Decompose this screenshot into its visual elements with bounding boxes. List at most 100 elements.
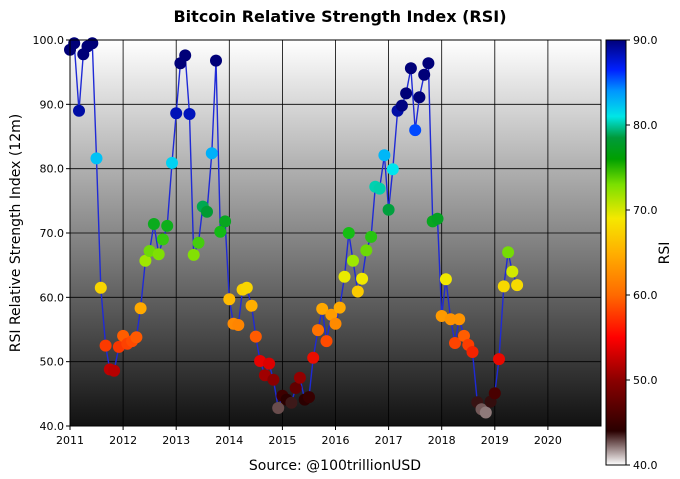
y-tick-label-100.0: 100.0 bbox=[33, 34, 65, 47]
colorbar-tick-label-80.0: 80.0 bbox=[633, 119, 658, 132]
rsi-point-40 bbox=[240, 281, 253, 294]
rsi-point-27 bbox=[183, 108, 196, 120]
rsi-point-20 bbox=[152, 248, 165, 261]
rsi-point-24 bbox=[170, 107, 183, 120]
x-tick-label-2014: 2014 bbox=[215, 434, 243, 447]
rsi-point-66 bbox=[356, 272, 369, 285]
colorbar-label: RSI bbox=[657, 242, 673, 265]
rsi-point-23 bbox=[166, 156, 178, 169]
x-tick-label-2017: 2017 bbox=[375, 434, 403, 447]
colorbar-tick-label-60.0: 60.0 bbox=[633, 289, 658, 302]
rsi-point-96 bbox=[488, 387, 501, 400]
rsi-point-98 bbox=[497, 280, 510, 293]
rsi-point-52 bbox=[293, 371, 306, 384]
y-tick-label-80.0: 80.0 bbox=[40, 163, 65, 176]
rsi-point-46 bbox=[267, 373, 280, 386]
x-tick-label-2018: 2018 bbox=[428, 434, 456, 447]
rsi-point-34 bbox=[214, 225, 227, 238]
rsi-point-63 bbox=[342, 227, 355, 239]
rsi-point-79 bbox=[413, 91, 426, 104]
rsi-point-41 bbox=[245, 299, 258, 312]
rsi-point-21 bbox=[156, 233, 169, 246]
rsi-point-73 bbox=[386, 163, 399, 176]
rsi-point-61 bbox=[333, 301, 346, 314]
rsi-points bbox=[64, 37, 524, 419]
y-tick-label-90.0: 90.0 bbox=[40, 98, 65, 111]
rsi-point-85 bbox=[439, 273, 452, 286]
rsi-point-28 bbox=[187, 248, 200, 261]
x-axis-label: Source: @100trillionUSD bbox=[249, 458, 421, 474]
rsi-point-81 bbox=[422, 57, 435, 70]
y-tick-label-50.0: 50.0 bbox=[40, 356, 65, 369]
rsi-point-70 bbox=[373, 182, 386, 195]
rsi-point-45 bbox=[263, 357, 276, 370]
rsi-point-38 bbox=[232, 319, 245, 331]
rsi-point-31 bbox=[201, 205, 213, 218]
rsi-point-97 bbox=[493, 353, 505, 366]
x-tick-label-2019: 2019 bbox=[481, 434, 509, 447]
rsi-point-16 bbox=[134, 302, 147, 315]
rsi-point-76 bbox=[400, 87, 413, 100]
rsi-point-6 bbox=[90, 152, 103, 165]
rsi-point-89 bbox=[458, 329, 470, 342]
rsi-point-62 bbox=[338, 270, 351, 283]
colorbar-ticks: 40.0 50.0 60.0 70.0 80.0 90.0 bbox=[626, 34, 658, 472]
rsi-point-64 bbox=[347, 254, 359, 267]
rsi-point-33 bbox=[210, 54, 222, 67]
rsi-point-32 bbox=[205, 147, 218, 160]
rsi-point-77 bbox=[404, 62, 417, 75]
colorbar-tick-label-40.0: 40.0 bbox=[633, 459, 658, 472]
rsi-point-2 bbox=[73, 104, 85, 117]
rsi-point-47 bbox=[272, 402, 285, 414]
rsi-point-57 bbox=[316, 302, 329, 315]
colorbar-tick-label-90.0: 90.0 bbox=[633, 34, 658, 47]
rsi-point-10 bbox=[108, 364, 121, 377]
rsi-point-59 bbox=[325, 308, 338, 321]
x-axis-ticks: 2011 2012 2013 2014 2015 2016 2017 2018 2019 2020 bbox=[56, 426, 562, 447]
rsi-point-19 bbox=[147, 218, 160, 230]
rsi-point-50 bbox=[285, 396, 298, 409]
rsi-point-86 bbox=[444, 313, 457, 326]
rsi-point-58 bbox=[320, 335, 333, 348]
rsi-series-line bbox=[69, 41, 518, 414]
x-tick-label-2011: 2011 bbox=[56, 434, 84, 447]
y-axis-label: RSI Relative Strength Index (12m) bbox=[8, 114, 24, 352]
rsi-point-18 bbox=[143, 245, 156, 257]
rsi-point-5 bbox=[86, 37, 99, 50]
rsi-point-91 bbox=[466, 346, 479, 358]
rsi-point-55 bbox=[307, 351, 320, 364]
rsi-point-17 bbox=[139, 254, 152, 267]
rsi-point-54 bbox=[303, 391, 315, 404]
rsi-point-75 bbox=[395, 99, 408, 112]
rsi-point-67 bbox=[360, 244, 373, 257]
rsi-point-35 bbox=[219, 215, 232, 228]
rsi-line bbox=[69, 41, 518, 414]
rsi-point-36 bbox=[223, 293, 236, 306]
rsi-point-15 bbox=[130, 331, 143, 344]
rsi-point-42 bbox=[249, 330, 262, 343]
rsi-point-7 bbox=[94, 281, 107, 294]
rsi-point-101 bbox=[511, 279, 524, 292]
rsi-point-68 bbox=[365, 230, 378, 243]
colorbar-tick-label-70.0: 70.0 bbox=[633, 204, 658, 217]
rsi-point-84 bbox=[435, 310, 448, 322]
x-tick-label-2016: 2016 bbox=[322, 434, 350, 447]
y-tick-label-40.0: 40.0 bbox=[40, 420, 65, 433]
rsi-point-71 bbox=[378, 149, 391, 162]
rsi-point-87 bbox=[449, 337, 461, 349]
rsi-point-83 bbox=[431, 212, 444, 225]
rsi-point-100 bbox=[506, 265, 519, 278]
x-tick-label-2012: 2012 bbox=[109, 434, 137, 447]
rsi-point-72 bbox=[382, 203, 395, 216]
y-axis-ticks: 40.0 50.0 60.0 70.0 80.0 90.0 100.0 bbox=[33, 34, 70, 433]
x-tick-label-2013: 2013 bbox=[162, 434, 190, 447]
rsi-point-8 bbox=[99, 339, 112, 352]
y-tick-label-70.0: 70.0 bbox=[40, 227, 65, 240]
x-tick-label-2015: 2015 bbox=[268, 434, 296, 447]
x-tick-label-2020: 2020 bbox=[534, 434, 562, 447]
rsi-point-60 bbox=[329, 317, 342, 330]
colorbar bbox=[605, 39, 627, 466]
rsi-point-99 bbox=[502, 246, 515, 259]
rsi-point-80 bbox=[418, 68, 431, 81]
